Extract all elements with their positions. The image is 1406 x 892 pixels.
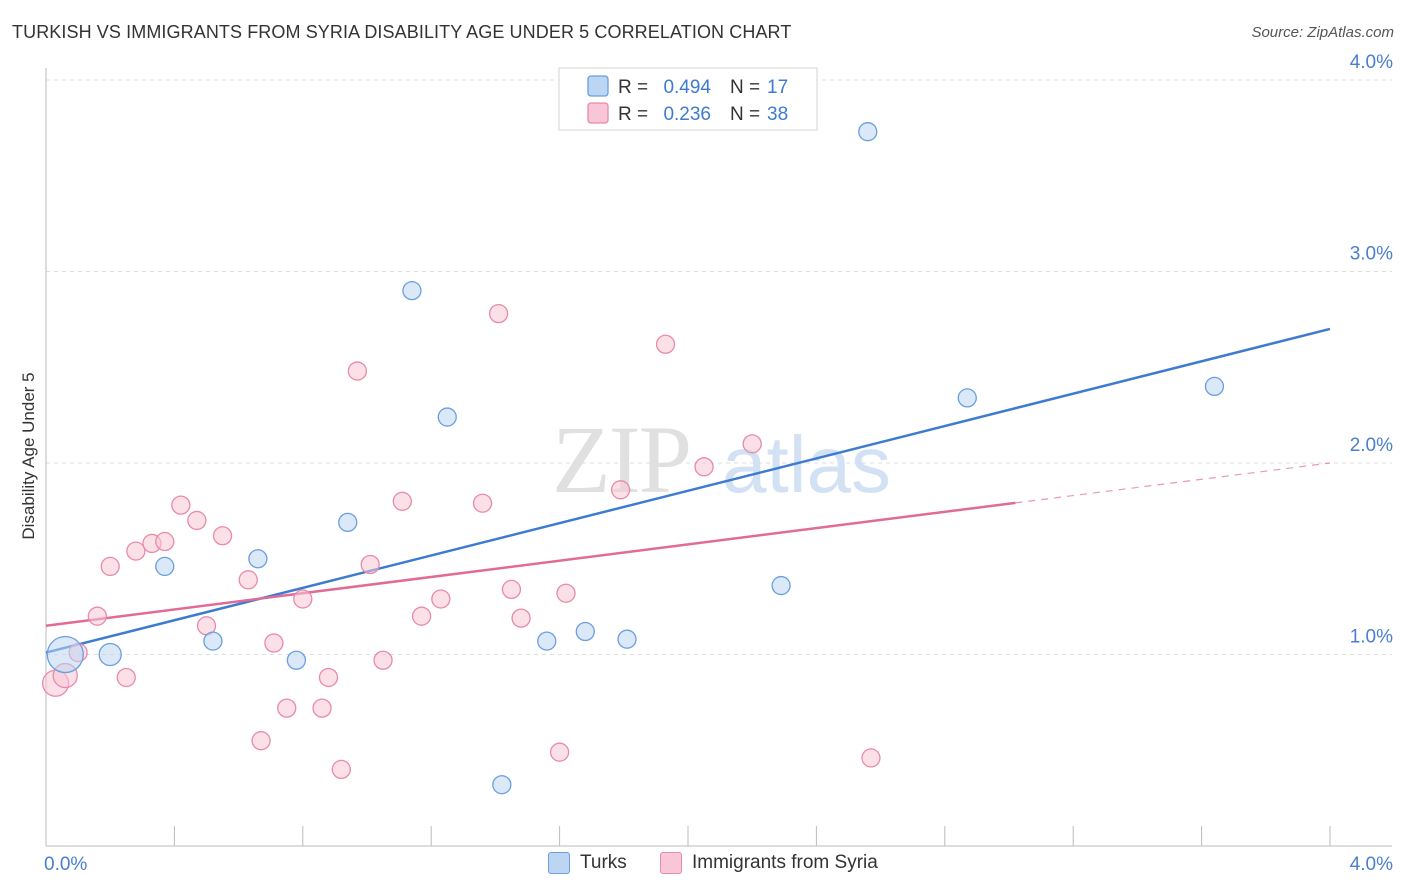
- y-tick-label: 2.0%: [1350, 435, 1393, 456]
- point-series-1: [187, 510, 207, 531]
- point-series-1: [360, 554, 380, 575]
- source-label: Source: ZipAtlas.com: [1251, 24, 1394, 41]
- x-tick-label-right: 4.0%: [1350, 854, 1393, 875]
- point-series-1: [549, 742, 570, 762]
- legend-swatch-icon: [587, 102, 609, 124]
- point-series-1: [411, 606, 432, 626]
- point-series-1: [155, 531, 175, 552]
- trend-layer: [45, 327, 1331, 654]
- syria-swatch-icon: [660, 852, 682, 874]
- legend-n-label: N =: [730, 77, 760, 98]
- point-series-1: [116, 667, 136, 688]
- point-series-0: [203, 631, 223, 651]
- point-series-1: [556, 583, 576, 603]
- legend-n-value: 38: [767, 104, 788, 125]
- point-series-0: [286, 650, 307, 670]
- turks-swatch-icon: [548, 852, 570, 874]
- watermark-layer: ZIP atlas: [552, 406, 891, 513]
- point-series-1: [100, 556, 120, 577]
- point-series-1: [392, 491, 412, 511]
- point-series-1: [501, 579, 522, 600]
- point-series-1: [694, 457, 714, 477]
- bottom-legend: Turks Immigrants from Syria: [0, 852, 1406, 878]
- watermark-atlas: atlas: [722, 420, 891, 509]
- legend-r-value: 0.494: [663, 77, 711, 98]
- legend-label-turks: Turks: [580, 852, 627, 873]
- trendline-series-0: [45, 327, 1331, 654]
- point-series-1: [293, 589, 313, 609]
- legend-r-label: R =: [618, 104, 648, 125]
- point-series-1: [655, 334, 676, 354]
- point-series-1: [861, 748, 881, 768]
- point-series-0: [402, 280, 422, 301]
- point-series-0: [46, 635, 84, 674]
- y-axis-title: Disability Age Under 5: [19, 372, 38, 539]
- y-tick-label: 3.0%: [1350, 244, 1393, 265]
- legend-item-turks[interactable]: Turks: [548, 852, 627, 874]
- points-layer: [41, 122, 1225, 795]
- point-series-1: [610, 480, 631, 500]
- point-series-0: [771, 575, 791, 596]
- point-series-0: [155, 556, 175, 577]
- point-series-0: [617, 629, 637, 649]
- legend-item-syria[interactable]: Immigrants from Syria: [660, 852, 878, 874]
- point-series-1: [87, 606, 108, 626]
- point-series-1: [431, 589, 451, 609]
- trendline-series-1: [45, 501, 1016, 628]
- point-series-1: [472, 493, 493, 513]
- grid-layer: [46, 79, 1392, 655]
- point-series-1: [251, 731, 271, 751]
- legend-box: R = 0.494 N = 17 R = 0.236 N = 38: [558, 67, 818, 131]
- point-series-1: [264, 633, 284, 653]
- point-series-1: [373, 650, 393, 670]
- point-series-0: [1204, 376, 1225, 397]
- y-tick-label: 4.0%: [1350, 52, 1393, 73]
- legend-label-syria: Immigrants from Syria: [692, 852, 878, 873]
- x-tick-label-left: 0.0%: [44, 854, 87, 875]
- point-series-1: [126, 541, 146, 561]
- point-series-1: [331, 759, 351, 780]
- point-series-1: [212, 526, 233, 546]
- point-series-0: [492, 775, 512, 795]
- legend-n-label: N =: [730, 104, 760, 125]
- axis-layer: 1.0% 2.0% 3.0% 4.0% 0.0% 4.0% Disability Age U…: [19, 52, 1393, 875]
- point-series-1: [277, 698, 297, 718]
- legend-swatch-icon: [587, 75, 609, 97]
- chart-title: TURKISH VS IMMIGRANTS FROM SYRIA DISABIL…: [12, 22, 792, 42]
- legend-r-label: R =: [618, 77, 648, 98]
- point-series-1: [488, 303, 509, 324]
- point-series-0: [98, 642, 122, 667]
- legend-n-value: 17: [767, 77, 788, 98]
- point-series-1: [238, 570, 258, 590]
- point-series-1: [742, 434, 762, 454]
- point-series-0: [575, 621, 595, 642]
- point-series-1: [171, 495, 191, 515]
- legend-r-value: 0.236: [663, 104, 711, 125]
- y-tick-label: 1.0%: [1350, 627, 1393, 648]
- point-series-1: [347, 361, 368, 381]
- point-series-0: [537, 631, 557, 651]
- trendline-extension-series-1: [1015, 462, 1331, 504]
- point-series-0: [858, 122, 878, 142]
- point-series-0: [437, 407, 457, 427]
- point-series-1: [312, 698, 332, 718]
- point-series-1: [318, 667, 339, 688]
- point-series-0: [957, 388, 977, 408]
- point-series-0: [338, 512, 358, 533]
- point-series-0: [248, 549, 268, 569]
- point-series-1: [511, 608, 531, 628]
